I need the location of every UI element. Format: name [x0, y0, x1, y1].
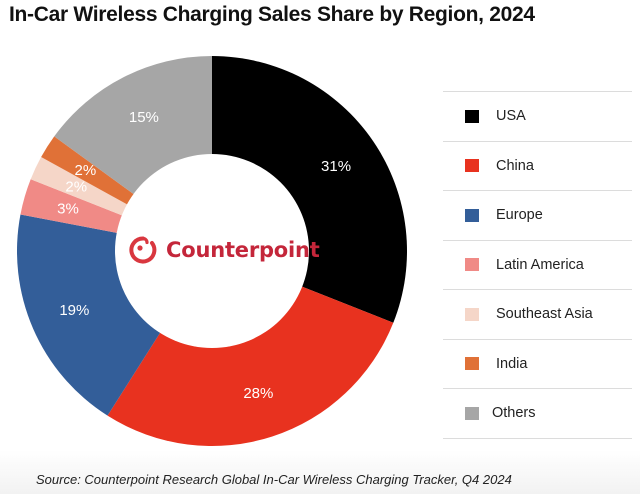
legend-item-latin-america: Latin America [443, 241, 632, 290]
legend-label: Europe [496, 207, 543, 224]
data-label-europe: 19% [59, 302, 89, 319]
legend-label: Southeast Asia [496, 306, 593, 323]
legend-swatch [465, 159, 479, 173]
logo-text: Counterpoint [166, 238, 320, 262]
legend-item-usa: USA [443, 92, 632, 142]
legend-label: India [496, 355, 528, 372]
legend-label: USA [496, 108, 526, 125]
legend-swatch [465, 307, 479, 321]
slice-china [107, 251, 394, 446]
donut-hole [115, 154, 309, 348]
data-label-others: 15% [129, 109, 159, 126]
legend-swatch [465, 357, 479, 371]
legend-item-china: China [443, 142, 632, 191]
legend-item-others: Others [443, 389, 632, 439]
footer-background [0, 450, 640, 494]
legend-item-southeast-asia: Southeast Asia [443, 290, 632, 340]
legend-swatch [465, 109, 479, 123]
data-label-china: 28% [243, 385, 273, 402]
legend-label: China [496, 157, 534, 174]
data-label-india: 2% [75, 162, 97, 179]
legend-swatch [465, 208, 479, 222]
legend-label: Latin America [496, 256, 584, 273]
data-label-usa: 31% [321, 158, 351, 175]
legend-item-india: India [443, 340, 632, 389]
legend-swatch [465, 406, 479, 420]
source-note: Source: Counterpoint Research Global In-… [36, 472, 512, 487]
counterpoint-logo-icon [129, 236, 157, 264]
data-label-southeast-asia: 2% [65, 179, 87, 196]
legend-item-europe: Europe [443, 191, 632, 241]
slice-labels-group: 31% 28% 19% 3% 2%2% 15% [57, 109, 351, 402]
legend-swatch [465, 258, 479, 272]
legend: USA China Europe Latin America Southeast Asi… [443, 91, 632, 439]
legend-label: Others [492, 405, 536, 422]
chart-title: In-Car Wireless Charging Sales Share by … [9, 3, 535, 26]
counterpoint-logo: Counterpoint [128, 232, 320, 268]
data-label-latin-america: 3% [57, 201, 79, 218]
